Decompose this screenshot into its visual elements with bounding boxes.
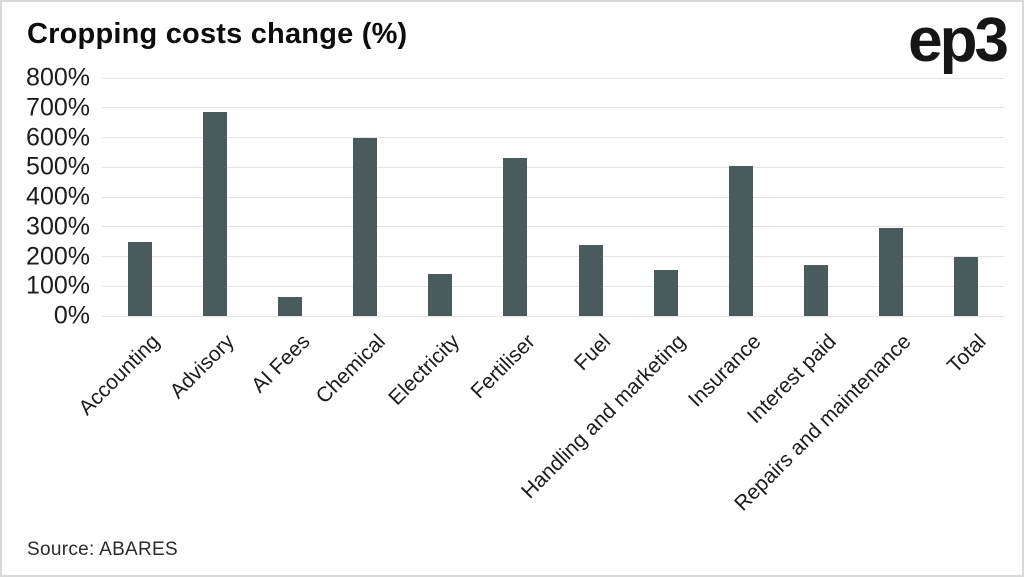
bar-fertiliser: [503, 158, 528, 316]
bar-advisory: [202, 112, 227, 316]
y-tick-label: 100%: [26, 271, 90, 300]
bar-insurance: [728, 165, 753, 316]
bar-total: [954, 256, 979, 316]
x-tick-label: AI Fees: [246, 330, 315, 398]
gridline: [102, 107, 1004, 109]
chart-title: Cropping costs change (%): [27, 18, 408, 50]
y-tick-label: 700%: [26, 93, 90, 122]
gridline: [102, 137, 1004, 138]
x-tick-label: Chemical: [311, 330, 390, 409]
bar-electricity: [428, 274, 453, 316]
y-tick-label: 200%: [26, 242, 90, 270]
x-tick-label: Fuel: [569, 330, 615, 376]
bar-chemical: [353, 137, 378, 316]
plot-area: [102, 77, 1004, 317]
gridline: [102, 285, 1004, 287]
y-tick-label: 400%: [26, 182, 90, 211]
x-tick-label: Fertiliser: [466, 330, 540, 404]
y-tick-label: 500%: [26, 152, 90, 181]
bar-fuel: [578, 244, 603, 316]
gridline: [102, 226, 1004, 228]
gridline: [102, 256, 1004, 257]
gridline: [102, 77, 1004, 79]
bar-interest-paid: [804, 265, 829, 316]
x-tick-label: Accounting: [74, 330, 164, 420]
ep3-logo: ep3: [908, 6, 1009, 75]
y-tick-label: 600%: [26, 123, 90, 151]
source-note: Source: ABARES: [27, 539, 178, 560]
bar-ai-fees: [277, 296, 302, 316]
bar-repairs-and-maintenance: [879, 228, 904, 316]
y-tick-label: 800%: [26, 63, 90, 92]
x-tick-label: Total: [943, 330, 991, 378]
y-tick-label: 300%: [26, 212, 90, 241]
bar-handling-and-marketing: [653, 269, 678, 316]
bar-accounting: [127, 241, 152, 316]
gridline: [102, 166, 1004, 168]
gridline: [102, 196, 1004, 198]
x-tick-label: Electricity: [384, 330, 465, 410]
x-tick-label: Advisory: [165, 330, 240, 404]
y-tick-label: 0%: [53, 301, 90, 330]
y-axis-tick-labels: 800% 700% 600% 500% 400% 300% 200% 100% 0%: [2, 64, 90, 330]
x-axis-tick-labels: Accounting Advisory AI Fees Chemical Electri…: [74, 316, 1004, 556]
gridline: [102, 315, 1004, 317]
